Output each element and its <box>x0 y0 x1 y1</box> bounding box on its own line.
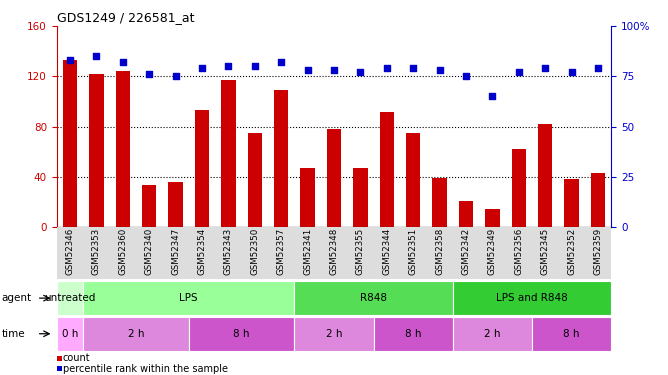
Bar <box>295 317 373 351</box>
Bar <box>89 74 104 227</box>
Point <box>540 65 550 71</box>
Point <box>381 65 392 71</box>
Point <box>170 74 181 80</box>
Bar <box>485 209 500 227</box>
Text: GSM52349: GSM52349 <box>488 228 497 275</box>
Text: GDS1249 / 226581_at: GDS1249 / 226581_at <box>57 11 194 24</box>
Text: 8 h: 8 h <box>233 329 250 339</box>
Text: GSM52344: GSM52344 <box>382 228 391 275</box>
Text: 2 h: 2 h <box>484 329 500 339</box>
Point <box>566 69 577 75</box>
Text: GSM52356: GSM52356 <box>514 228 523 275</box>
Bar <box>189 317 295 351</box>
Point <box>118 59 128 65</box>
Text: percentile rank within the sample: percentile rank within the sample <box>63 364 228 374</box>
Bar <box>63 60 77 227</box>
Bar <box>301 168 315 227</box>
Bar <box>379 111 394 227</box>
Bar <box>295 281 453 315</box>
Point <box>223 63 234 69</box>
Bar <box>591 173 605 227</box>
Bar <box>57 317 84 351</box>
Text: GSM52358: GSM52358 <box>435 228 444 275</box>
Point <box>196 65 207 71</box>
Point <box>434 68 445 74</box>
Point <box>91 53 102 59</box>
Bar <box>57 281 84 315</box>
Point <box>329 68 339 74</box>
Text: GSM52353: GSM52353 <box>92 228 101 275</box>
Text: GSM52351: GSM52351 <box>409 228 418 275</box>
Text: GSM52343: GSM52343 <box>224 228 233 275</box>
Point <box>302 68 313 74</box>
Bar <box>373 317 453 351</box>
Bar <box>84 281 295 315</box>
Point <box>249 63 260 69</box>
Bar <box>327 129 341 227</box>
Point <box>487 93 498 99</box>
Text: 8 h: 8 h <box>405 329 422 339</box>
Bar <box>168 182 183 227</box>
Text: time: time <box>1 329 25 339</box>
Text: agent: agent <box>1 293 31 303</box>
Text: GSM52342: GSM52342 <box>462 228 470 275</box>
Point <box>408 65 419 71</box>
Text: GSM52359: GSM52359 <box>594 228 603 275</box>
Text: GSM52346: GSM52346 <box>65 228 74 275</box>
Bar <box>453 281 611 315</box>
Text: GSM52345: GSM52345 <box>540 228 550 275</box>
Bar <box>459 201 473 227</box>
Text: LPS: LPS <box>180 293 198 303</box>
Bar <box>353 168 367 227</box>
Bar <box>221 80 236 227</box>
Point <box>144 71 154 77</box>
Text: 2 h: 2 h <box>326 329 342 339</box>
Bar <box>453 317 532 351</box>
Text: 8 h: 8 h <box>563 329 580 339</box>
Bar <box>84 317 189 351</box>
Text: LPS and R848: LPS and R848 <box>496 293 568 303</box>
Text: 0 h: 0 h <box>62 329 78 339</box>
Text: untreated: untreated <box>44 293 96 303</box>
Bar <box>564 179 579 227</box>
Point <box>514 69 524 75</box>
Point <box>355 69 366 75</box>
Point <box>593 65 603 71</box>
Bar <box>142 186 156 227</box>
Bar <box>57 227 611 279</box>
Bar <box>512 149 526 227</box>
Bar <box>406 133 420 227</box>
Bar <box>248 133 262 227</box>
Bar <box>538 124 552 227</box>
Text: GSM52348: GSM52348 <box>329 228 339 275</box>
Text: GSM52360: GSM52360 <box>118 228 128 275</box>
Text: count: count <box>63 353 90 363</box>
Text: GSM52352: GSM52352 <box>567 228 576 275</box>
Point <box>276 59 287 65</box>
Bar <box>195 110 209 227</box>
Text: R848: R848 <box>360 293 387 303</box>
Bar <box>532 317 611 351</box>
Text: GSM52357: GSM52357 <box>277 228 286 275</box>
Text: GSM52341: GSM52341 <box>303 228 312 275</box>
Text: GSM52350: GSM52350 <box>250 228 259 275</box>
Text: GSM52355: GSM52355 <box>356 228 365 275</box>
Text: 2 h: 2 h <box>128 329 144 339</box>
Text: GSM52340: GSM52340 <box>145 228 154 275</box>
Bar <box>116 71 130 227</box>
Point <box>65 57 75 63</box>
Text: GSM52347: GSM52347 <box>171 228 180 275</box>
Point <box>461 74 472 80</box>
Text: GSM52354: GSM52354 <box>198 228 206 275</box>
Bar <box>274 90 289 227</box>
Bar <box>432 178 447 227</box>
